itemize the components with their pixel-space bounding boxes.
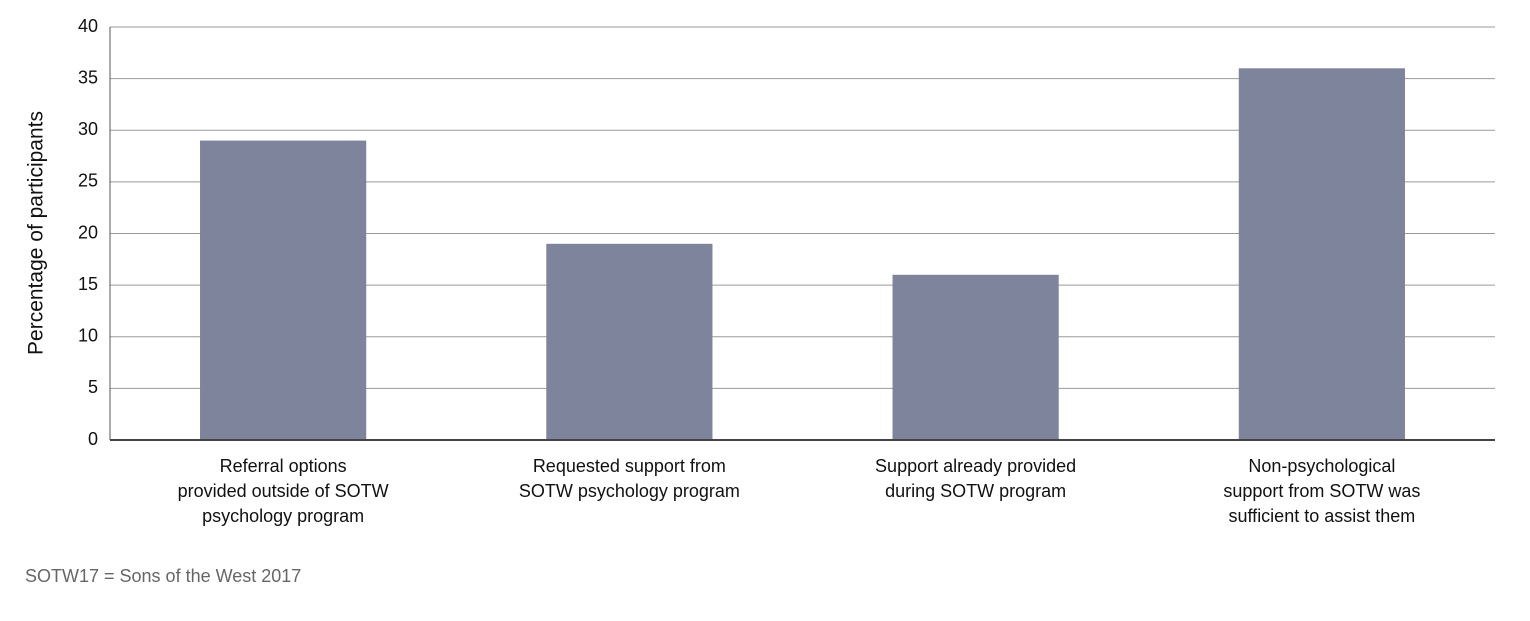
y-tick-label: 5 [88, 377, 98, 397]
y-tick-label: 35 [78, 67, 98, 87]
x-tick-label: Non-psychological support from SOTW was … [1223, 456, 1421, 526]
y-tick-label: 30 [78, 119, 98, 139]
bar [200, 140, 367, 440]
footnote: SOTW17 = Sons of the West 2017 [25, 566, 302, 586]
y-tick-label: 15 [78, 274, 98, 294]
y-axis-label: Percentage of participants [25, 111, 48, 355]
x-tick-label: Requested support from SOTW psychology p… [518, 456, 740, 501]
y-tick-label: 25 [78, 171, 98, 191]
x-tick-label: Referral options provided outside of SOT… [177, 456, 389, 526]
bar [1238, 68, 1405, 441]
x-tick-label: Support already provided during SOTW pro… [875, 456, 1077, 501]
y-tick-label: 40 [78, 16, 98, 36]
y-tick-label: 10 [78, 326, 98, 346]
y-tick-label: 20 [78, 222, 98, 242]
bar [546, 243, 713, 440]
bar [892, 274, 1059, 440]
y-tick-label: 0 [88, 429, 98, 449]
